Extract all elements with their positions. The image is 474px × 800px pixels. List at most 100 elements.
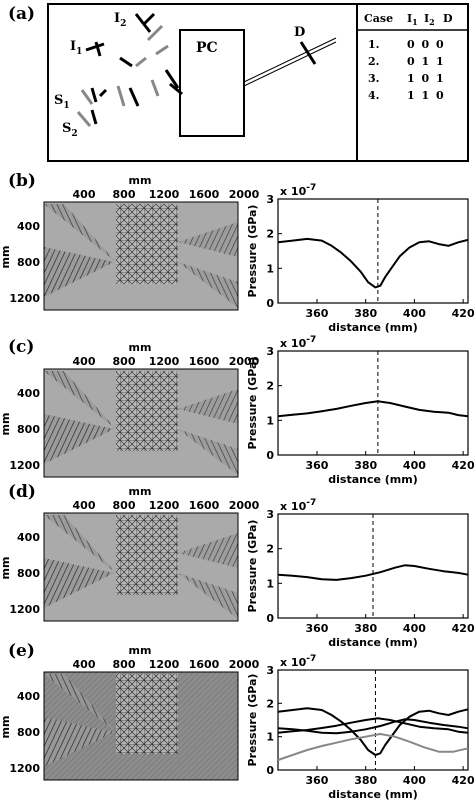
y-tick-label: 3 xyxy=(266,664,274,677)
panel-label-d: (d) xyxy=(8,482,36,502)
y-tick-label: 1 xyxy=(266,577,274,590)
x-tick-label: 400 xyxy=(403,307,426,320)
field-map-x-tick: 400 xyxy=(73,499,96,512)
field-map-y-unit: mm xyxy=(0,246,12,269)
label-i2-main: I xyxy=(114,11,120,26)
center-bar-1 xyxy=(164,69,180,89)
label-s2-sub: 2 xyxy=(71,129,77,139)
wave-bundle-upper xyxy=(44,515,116,573)
wave-bundle-left xyxy=(44,247,114,297)
field-map-y-tick: 1200 xyxy=(9,603,40,616)
exponent-base: x 10 xyxy=(280,656,307,669)
exponent-power: -7 xyxy=(306,498,316,508)
field-map-x-tick: 2000 xyxy=(229,658,260,671)
detector-bar xyxy=(299,41,317,65)
wave-bundle-left xyxy=(44,558,114,608)
x-tick-label: 360 xyxy=(305,459,328,472)
wave-bundle-left xyxy=(44,717,114,767)
s1-bar-6 xyxy=(150,79,160,97)
wave-bundle-right-lower xyxy=(178,573,238,619)
s2-bar-1 xyxy=(76,111,92,127)
field-map-y-tick: 800 xyxy=(17,726,40,739)
y-axis-label: Pressure (GPa) xyxy=(246,357,259,450)
field-map-frame xyxy=(43,368,239,478)
field-map-x-tick: 400 xyxy=(73,188,96,201)
field-map-x-tick: 400 xyxy=(73,658,96,671)
table-row-1-case: 1. xyxy=(368,38,379,51)
i1-bar-4 xyxy=(135,56,147,68)
crystal-region xyxy=(116,674,178,754)
i2-bar-1 xyxy=(134,13,152,33)
x-axis-label: distance (mm) xyxy=(328,473,418,486)
wave-bundle-left xyxy=(44,414,114,464)
exponent-label: x 10-7 xyxy=(280,335,316,350)
label-s1: S1 xyxy=(54,93,70,111)
field-map-frame xyxy=(43,201,239,311)
field-map-y-unit: mm xyxy=(0,716,12,739)
field-map-x-tick: 1200 xyxy=(149,499,180,512)
crystal-region xyxy=(116,371,178,451)
field-map-x-tick: 800 xyxy=(113,355,136,368)
exponent-base: x 10 xyxy=(280,500,307,513)
table-row-2-vals: 0 1 1 xyxy=(407,55,444,68)
x-tick-label: 380 xyxy=(354,459,377,472)
field-map-x-tick: 2000 xyxy=(229,499,260,512)
schematic-frame xyxy=(47,3,469,162)
field-map-x-tick: 400 xyxy=(73,355,96,368)
series-line-3 xyxy=(277,718,469,735)
plot-frame xyxy=(277,669,469,771)
i1-bar-1 xyxy=(85,42,105,52)
panel-label-e: (e) xyxy=(8,641,35,661)
field-map-x-unit: mm xyxy=(129,341,152,354)
series-line-1 xyxy=(277,564,469,581)
table-row-3-case: 3. xyxy=(368,72,379,85)
field-map-y-tick: 1200 xyxy=(9,459,40,472)
x-tick-label: 400 xyxy=(403,622,426,635)
x-tick-label: 420 xyxy=(452,622,474,635)
field-map-y-tick: 800 xyxy=(17,567,40,580)
wave-bundle-right-lower xyxy=(178,262,238,308)
exponent-power: -7 xyxy=(306,183,316,193)
source-bars xyxy=(76,12,183,127)
field-map-x-tick: 2000 xyxy=(229,355,260,368)
exponent-power: -7 xyxy=(306,335,316,345)
x-tick-label: 380 xyxy=(354,307,377,320)
field-map-y-tick: 1200 xyxy=(9,762,40,775)
table-header-d: D xyxy=(443,12,453,25)
x-axis-label: distance (mm) xyxy=(328,636,418,649)
table-header-i2-main: I xyxy=(424,12,429,25)
x-tick-label: 420 xyxy=(452,774,474,787)
field-map-x-tick: 1200 xyxy=(149,658,180,671)
i1-bar-3 xyxy=(119,56,133,68)
field-map-y-tick: 1200 xyxy=(9,292,40,305)
field-map-x-tick: 800 xyxy=(113,188,136,201)
y-tick-label: 0 xyxy=(266,297,274,310)
s1-bar-1 xyxy=(80,89,94,105)
i2-bar-3 xyxy=(146,24,164,42)
photonic-crystal-box xyxy=(179,29,245,137)
exponent-label: x 10-7 xyxy=(280,498,316,513)
label-d: D xyxy=(294,25,305,40)
i2-bar-2 xyxy=(142,12,156,26)
waveguide-line-1 xyxy=(243,37,337,83)
table-header-case: Case xyxy=(364,12,393,25)
label-s2: S2 xyxy=(62,121,78,139)
field-map-y-tick: 400 xyxy=(17,531,40,544)
y-tick-label: 3 xyxy=(266,345,274,358)
table-row-4-case: 4. xyxy=(368,89,379,102)
label-s2-main: S xyxy=(62,121,71,136)
table-header-i2: I2 xyxy=(424,12,435,27)
series-line-1 xyxy=(277,237,469,289)
panel-label-c: (c) xyxy=(8,337,34,357)
s1-bar-5 xyxy=(128,87,140,107)
crystal-region xyxy=(116,204,178,284)
table-header-i1: I1 xyxy=(407,12,418,27)
field-map-x-tick: 800 xyxy=(113,499,136,512)
plot-frame xyxy=(277,350,469,456)
y-tick-label: 1 xyxy=(266,731,274,744)
label-i2-sub: 2 xyxy=(120,19,126,29)
